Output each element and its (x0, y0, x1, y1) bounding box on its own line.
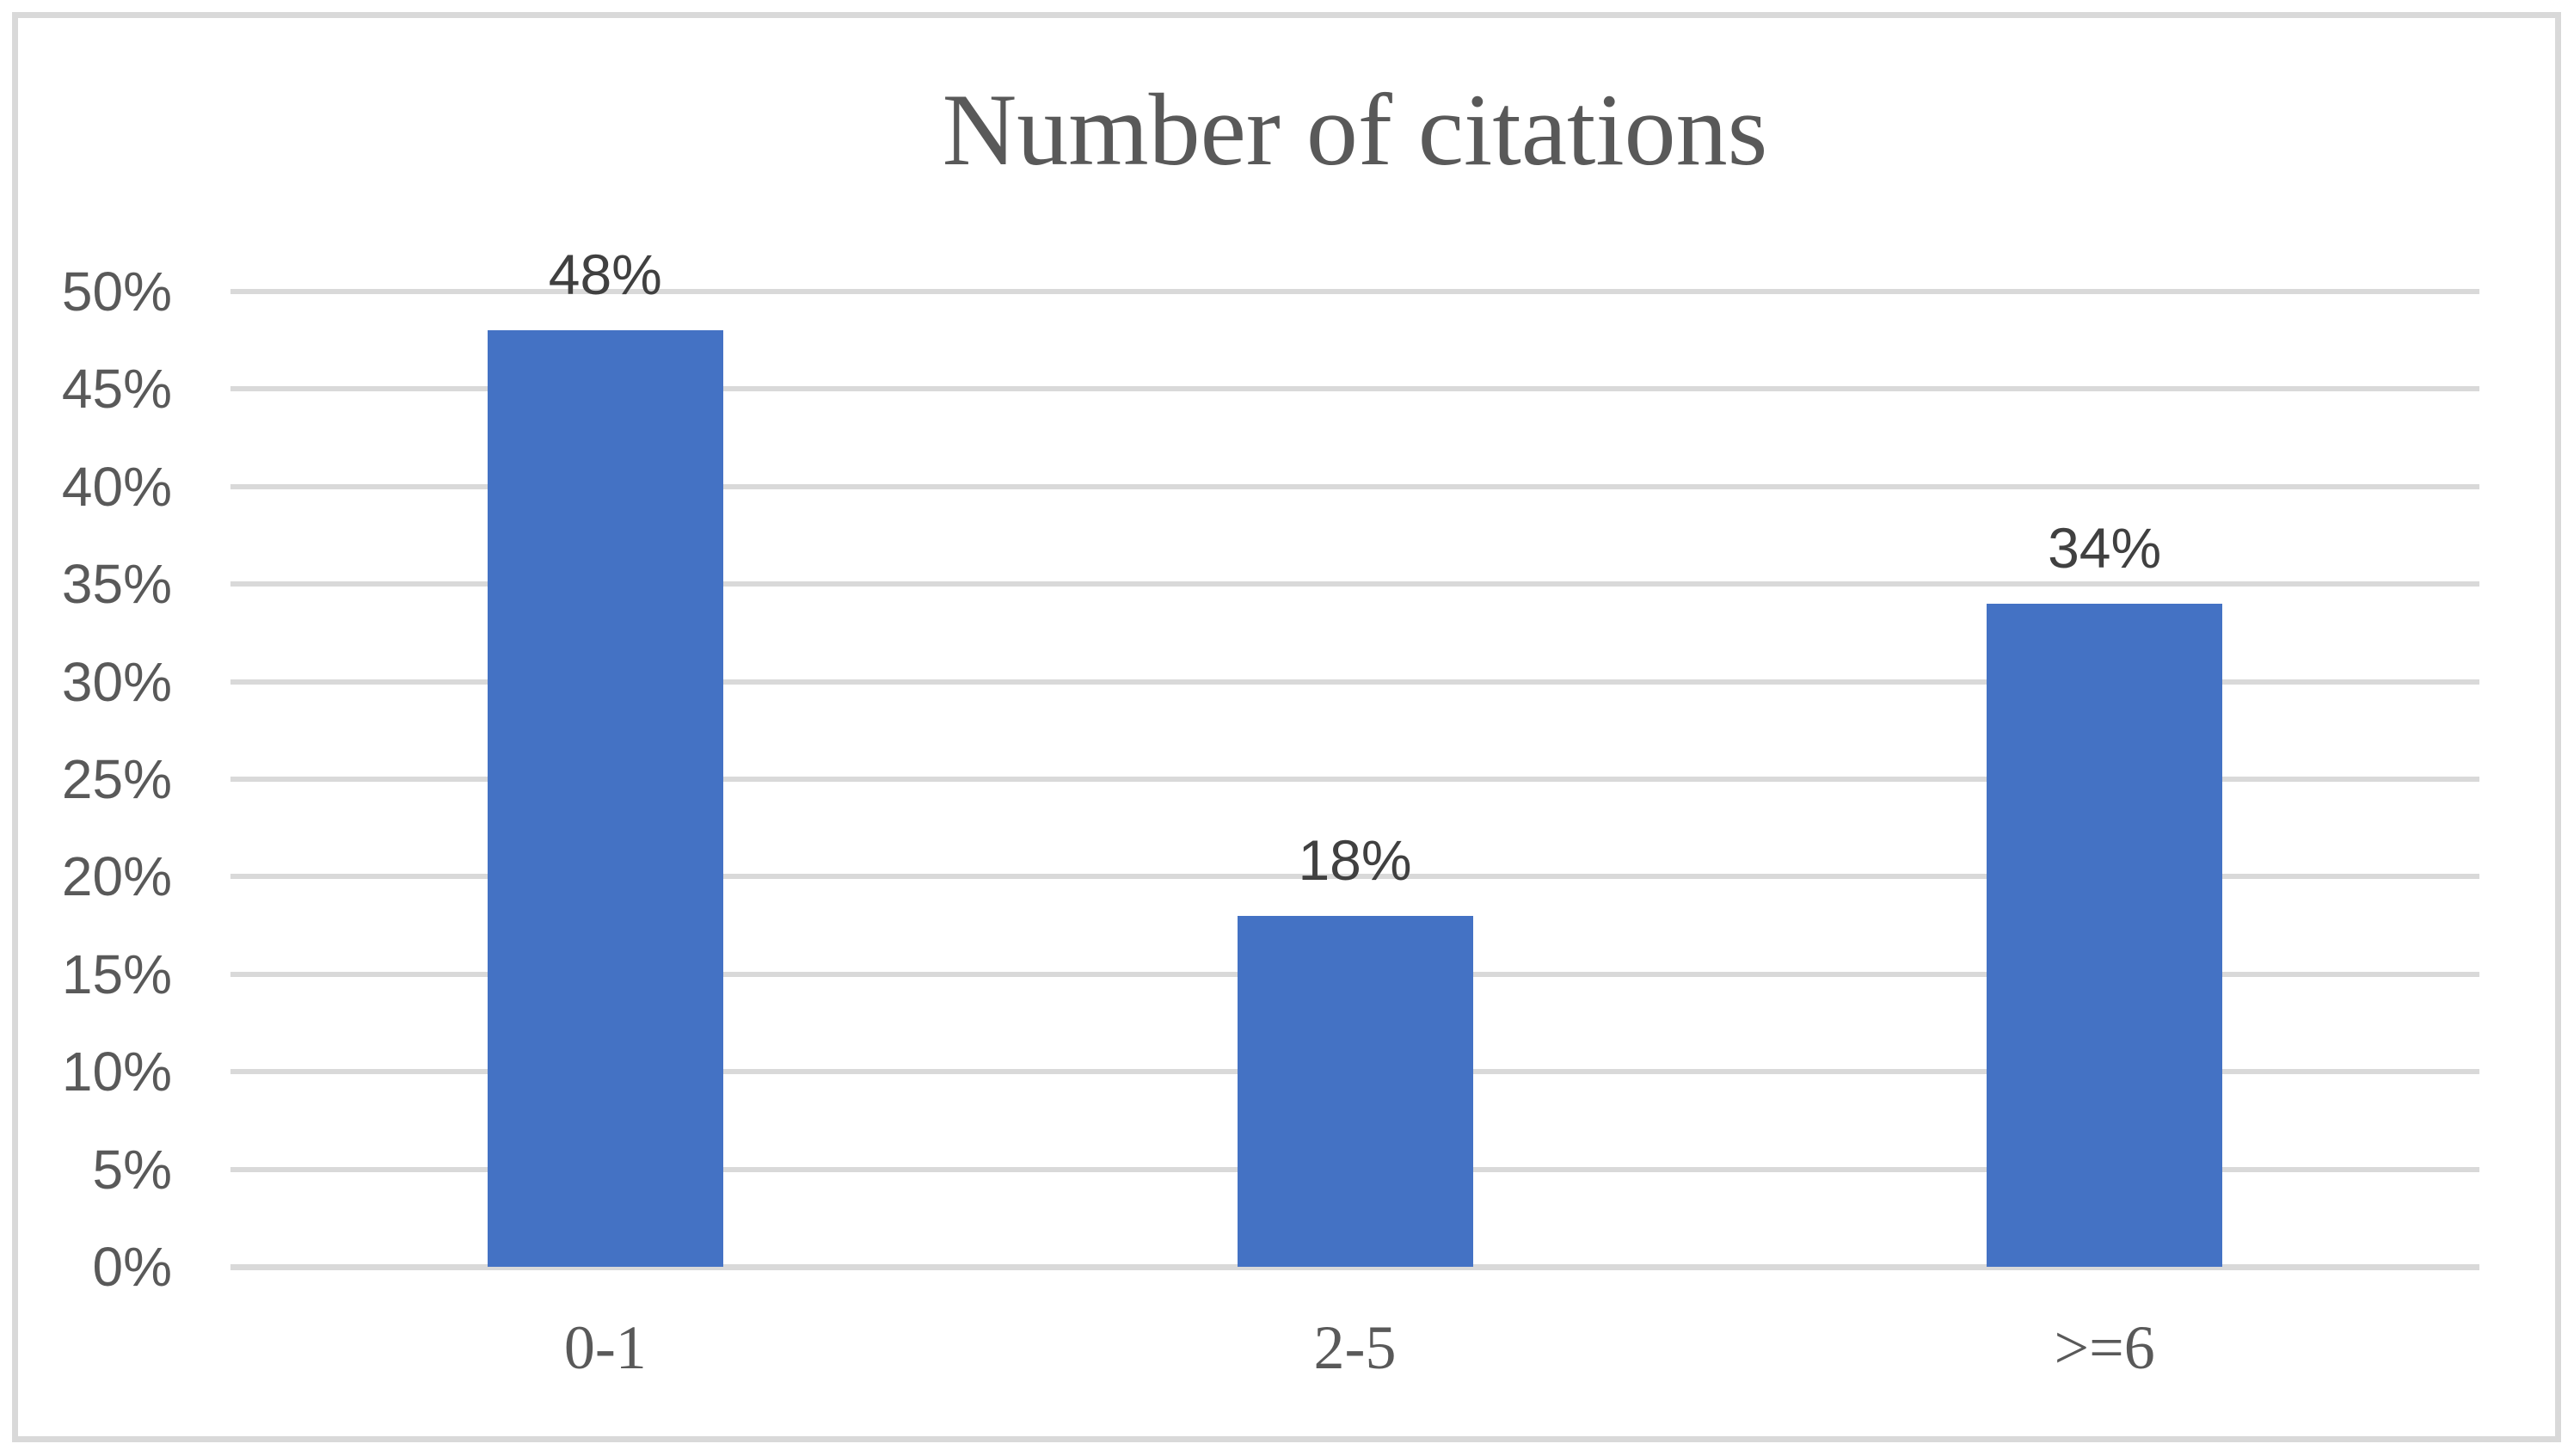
bar-2-5 (1237, 915, 1473, 1267)
data-label: 34% (2048, 515, 2162, 580)
y-tick-label: 35% (61, 553, 172, 616)
data-label: 18% (1298, 827, 1412, 892)
gridline (230, 777, 2479, 782)
y-tick-label: 20% (61, 845, 172, 908)
gridline (230, 679, 2479, 685)
gridline (230, 483, 2479, 489)
gridline (230, 874, 2479, 880)
x-tick-label: 0-1 (563, 1313, 647, 1382)
x-axis-category-labels: 0-1 2-5 >=6 (230, 1313, 2479, 1391)
y-tick-label: 10% (61, 1041, 172, 1103)
y-tick-label: 45% (61, 358, 172, 421)
bar-0-1 (487, 330, 723, 1267)
data-label: 48% (548, 243, 662, 307)
chart-title: Number of citations (942, 72, 1768, 187)
gridline (230, 386, 2479, 392)
x-tick-label: 2-5 (1313, 1313, 1397, 1382)
y-tick-label: 50% (61, 261, 172, 323)
x-axis-line (230, 1264, 2479, 1270)
y-tick-label: 15% (61, 943, 172, 1005)
y-tick-label: 30% (61, 650, 172, 713)
plot-area: 48% 18% 34% (230, 246, 2479, 1270)
y-tick-label: 0% (92, 1236, 173, 1298)
gridline (230, 581, 2479, 587)
y-axis-tick-labels: 0% 5% 10% 15% 20% 25% 30% 35% 40% 45% 50% (0, 261, 173, 1298)
x-tick-label: >=6 (2054, 1313, 2155, 1382)
gridline (230, 289, 2479, 294)
y-tick-label: 40% (61, 455, 172, 518)
bar->=6 (1987, 603, 2223, 1267)
y-tick-label: 5% (92, 1138, 173, 1201)
y-tick-label: 25% (61, 748, 172, 810)
